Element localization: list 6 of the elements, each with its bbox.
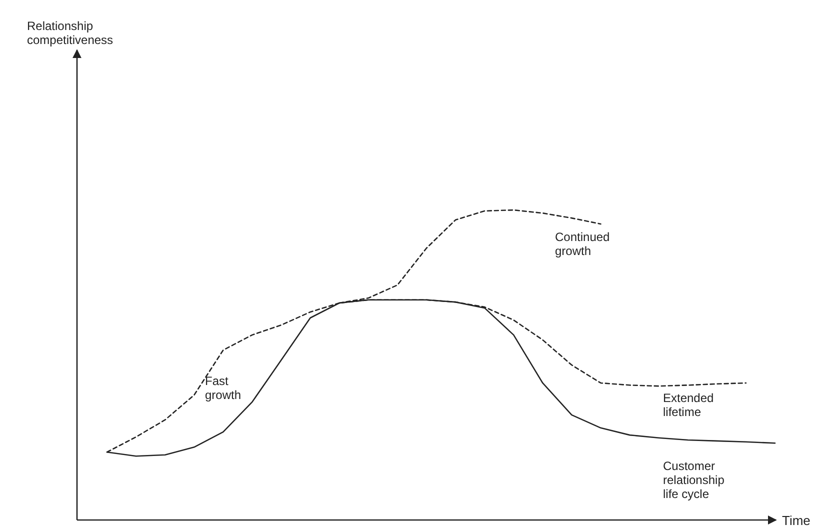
series-label: Continued growth [555,230,610,258]
x-axis-title: Time [782,513,810,528]
series-label: Customer relationship life cycle [663,459,725,501]
annotation: Extended lifetime [663,391,714,419]
text: Relationship competitiveness [27,19,114,47]
series-label: Fast growth [205,374,242,402]
